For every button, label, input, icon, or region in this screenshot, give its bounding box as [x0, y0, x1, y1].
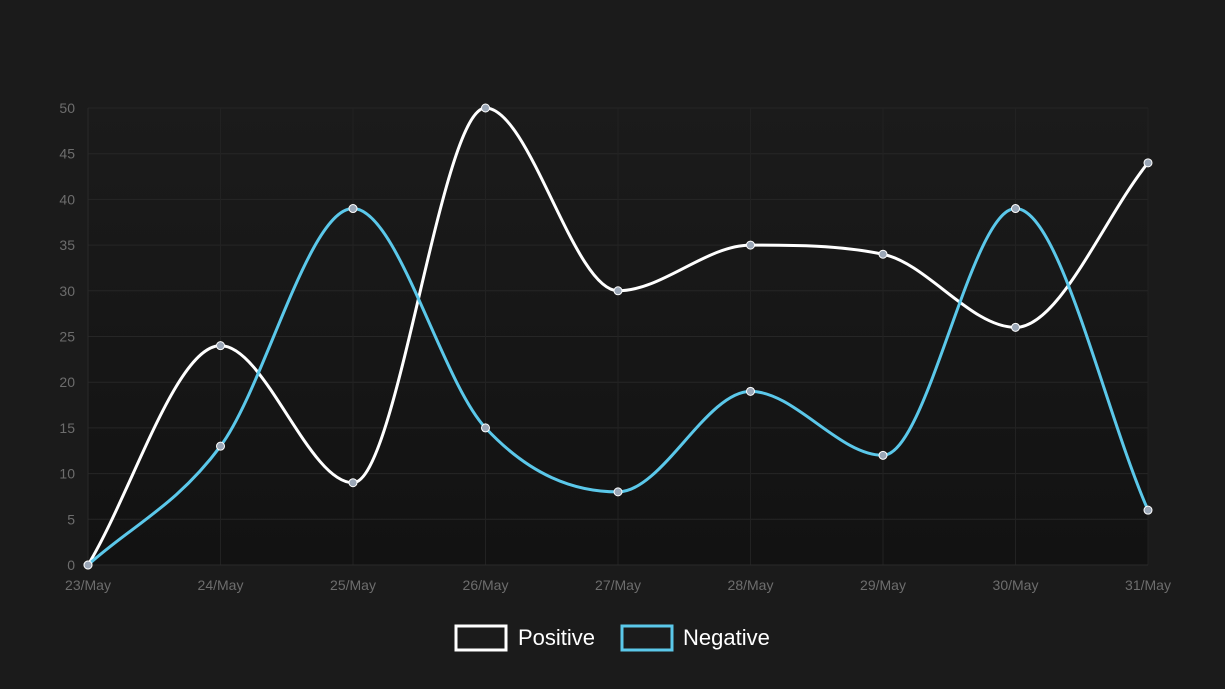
data-point-positive[interactable]: [746, 240, 755, 250]
data-point-negative[interactable]: [746, 386, 755, 396]
legend-label: Positive: [518, 625, 595, 650]
data-point-negative[interactable]: [216, 441, 225, 451]
y-tick-label: 35: [59, 237, 75, 253]
y-tick-label: 10: [59, 466, 75, 482]
data-point-positive[interactable]: [1143, 158, 1153, 168]
data-point-negative[interactable]: [481, 423, 490, 433]
legend-item-negative[interactable]: Negative: [620, 624, 770, 652]
data-point-negative[interactable]: [613, 487, 623, 497]
y-tick-label: 0: [67, 557, 75, 573]
series-lines: [86, 106, 1150, 567]
legend-label: Negative: [683, 625, 770, 650]
data-point-positive[interactable]: [613, 286, 623, 296]
data-points: [83, 103, 1153, 570]
x-tick-label: 30/May: [993, 577, 1039, 593]
y-tick-label: 50: [59, 100, 75, 116]
data-point-positive[interactable]: [1011, 322, 1020, 332]
data-point-positive[interactable]: [348, 478, 358, 488]
y-tick-label: 40: [59, 191, 75, 207]
data-point-negative[interactable]: [348, 204, 358, 214]
x-tick-label: 28/May: [728, 577, 774, 593]
y-tick-label: 30: [59, 283, 75, 299]
data-point-negative[interactable]: [878, 450, 888, 460]
x-tick-label: 31/May: [1125, 577, 1171, 593]
y-tick-label: 15: [59, 420, 75, 436]
y-tick-label: 25: [59, 329, 75, 345]
legend: Positive Negative: [454, 624, 770, 652]
x-tick-label: 24/May: [198, 577, 244, 593]
data-point-positive[interactable]: [216, 341, 225, 351]
y-tick-label: 5: [67, 511, 75, 527]
data-point-positive[interactable]: [878, 249, 888, 259]
x-tick-label: 25/May: [330, 577, 376, 593]
x-tick-label: 29/May: [860, 577, 906, 593]
data-point-negative[interactable]: [83, 560, 93, 570]
data-point-positive[interactable]: [481, 103, 490, 113]
y-tick-label: 20: [59, 374, 75, 390]
series-line-negative: [86, 207, 1150, 567]
x-tick-label: 27/May: [595, 577, 641, 593]
series-line-positive: [86, 106, 1150, 567]
y-tick-label: 45: [59, 146, 75, 162]
data-point-negative[interactable]: [1011, 204, 1020, 214]
axes: 0 5 10 15 20 25 30 35 40 45 50 23/May 24/May 25/May 26…: [59, 100, 1171, 593]
data-point-negative[interactable]: [1143, 505, 1153, 515]
x-tick-label: 26/May: [463, 577, 509, 593]
legend-swatch: [620, 624, 674, 652]
legend-swatch: [454, 624, 508, 652]
x-tick-label: 23/May: [65, 577, 111, 593]
grid: [87, 107, 1149, 566]
legend-item-positive[interactable]: Positive: [454, 624, 595, 652]
